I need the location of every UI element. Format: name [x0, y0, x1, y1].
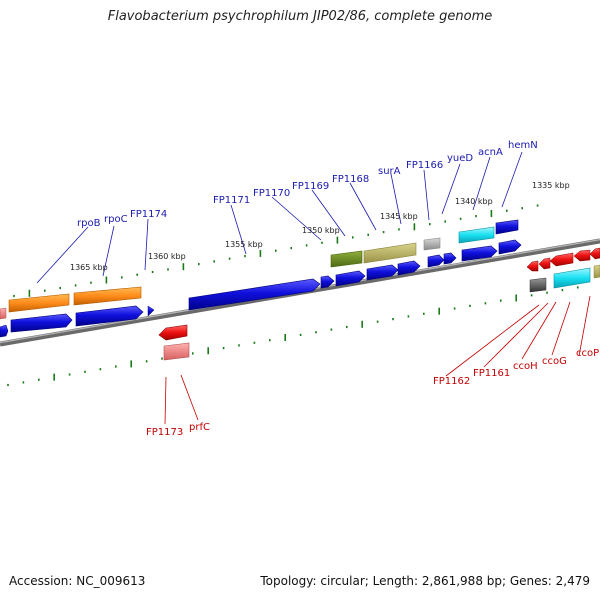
cds-feature[interactable] — [495, 219, 519, 235]
gene-label[interactable]: rpoC — [104, 214, 128, 225]
red-feature[interactable] — [538, 257, 551, 270]
gene-label[interactable]: FP1174 — [130, 209, 167, 220]
leader-rpoB — [36, 226, 89, 284]
red-feature[interactable] — [526, 260, 539, 272]
gene-label[interactable]: FP1170 — [253, 188, 290, 199]
cds-feature[interactable] — [397, 260, 421, 276]
leader-ccoG — [551, 301, 571, 356]
scale-ticks-upper — [13, 204, 539, 298]
gene-labels-reverse: ccoP ccoG ccoH FP1161 FP1162 prfC FP1173 — [146, 348, 599, 438]
cds-feature[interactable] — [320, 275, 335, 289]
scale-label: 1345 kbp — [380, 212, 418, 221]
gene-label[interactable]: surA — [378, 166, 401, 177]
cds-feature[interactable] — [498, 239, 522, 255]
cds-feature[interactable] — [335, 270, 366, 287]
cyan-feature[interactable] — [458, 226, 495, 244]
gray-feature[interactable] — [529, 277, 547, 293]
leader-FP1174 — [144, 218, 149, 271]
gene-label[interactable]: FP1173 — [146, 427, 183, 438]
leader-FP1168 — [349, 182, 377, 231]
gene-label[interactable]: acnA — [478, 147, 503, 158]
red-feature[interactable] — [158, 324, 188, 341]
leader-ccoP — [578, 295, 591, 357]
scale-label: 1355 kbp — [225, 240, 263, 249]
leader-yueD — [441, 163, 461, 215]
leader-FP1173 — [164, 376, 167, 425]
orange-feature[interactable] — [73, 286, 142, 306]
cds-feature[interactable] — [188, 278, 321, 311]
leader-rpoC — [102, 225, 115, 277]
leader-prfC — [180, 374, 199, 421]
leader-hemN — [501, 151, 523, 208]
forward-strand-features — [0, 219, 522, 338]
map-title: Flavobacterium psychrophilum JIP02/86, c… — [107, 9, 493, 24]
leader-acnA — [472, 156, 491, 211]
leader-FP1166 — [423, 169, 430, 221]
leader-FP1169 — [311, 189, 346, 237]
gene-label[interactable]: ccoG — [542, 356, 567, 367]
reverse-strand-features — [0, 247, 600, 361]
pink-feature[interactable] — [163, 342, 190, 361]
cds-feature[interactable] — [75, 305, 144, 327]
gene-label[interactable]: rpoB — [77, 218, 101, 229]
cds-feature[interactable] — [366, 264, 399, 281]
cds-feature[interactable] — [461, 245, 498, 262]
scale-label: 1360 kbp — [148, 252, 186, 261]
cds-feature[interactable] — [10, 313, 73, 333]
cds-feature[interactable] — [427, 254, 445, 268]
cds-feature[interactable] — [147, 305, 155, 317]
gray-feature[interactable] — [423, 237, 441, 251]
label-leaders — [36, 151, 591, 425]
gene-label[interactable]: FP1162 — [433, 376, 470, 387]
gene-label[interactable]: hemN — [508, 140, 538, 151]
leader-surA — [390, 173, 402, 225]
leader-FP1170 — [271, 196, 322, 241]
leader-FP1161 — [483, 302, 549, 368]
red-feature[interactable] — [549, 252, 574, 267]
gene-label[interactable]: prfC — [189, 422, 210, 433]
leader-FP1162 — [445, 304, 540, 377]
gene-label[interactable]: FP1166 — [406, 160, 443, 171]
pink-feature[interactable] — [0, 307, 7, 320]
cds-feature[interactable] — [0, 324, 9, 338]
gene-labels-forward: hemN acnA yueD FP1166 surA FP1168 FP1169… — [77, 140, 538, 229]
red-feature[interactable] — [573, 249, 591, 262]
gene-label[interactable]: ccoH — [513, 361, 538, 372]
khaki-feature[interactable] — [363, 242, 417, 264]
gene-label[interactable]: FP1169 — [292, 181, 329, 192]
scale-labels: 1335 kbp 1340 kbp 1345 kbp 1350 kbp 1355… — [70, 181, 570, 272]
gene-label[interactable]: FP1161 — [473, 368, 510, 379]
gene-label[interactable]: yueD — [447, 153, 473, 164]
scale-label: 1350 kbp — [302, 226, 340, 235]
gene-label[interactable]: FP1171 — [213, 195, 250, 206]
scale-label: 1340 kbp — [455, 197, 493, 206]
cds-feature[interactable] — [443, 252, 457, 265]
gene-label[interactable]: FP1168 — [332, 174, 369, 185]
olive-feature[interactable] — [330, 250, 363, 268]
leader-FP1171 — [230, 204, 247, 255]
genome-summary: Topology: circular; Length: 2,861,988 bp… — [260, 574, 590, 588]
red-feature[interactable] — [589, 247, 600, 260]
accession-label: Accession: NC_009613 — [9, 574, 146, 588]
khaki-feature[interactable] — [593, 264, 600, 279]
scale-label: 1365 kbp — [70, 263, 108, 272]
orange-feature[interactable] — [8, 293, 70, 313]
leader-ccoH — [521, 301, 557, 360]
gene-label[interactable]: ccoP — [576, 348, 599, 359]
cyan-feature[interactable] — [553, 267, 591, 289]
scale-label: 1335 kbp — [532, 181, 570, 190]
